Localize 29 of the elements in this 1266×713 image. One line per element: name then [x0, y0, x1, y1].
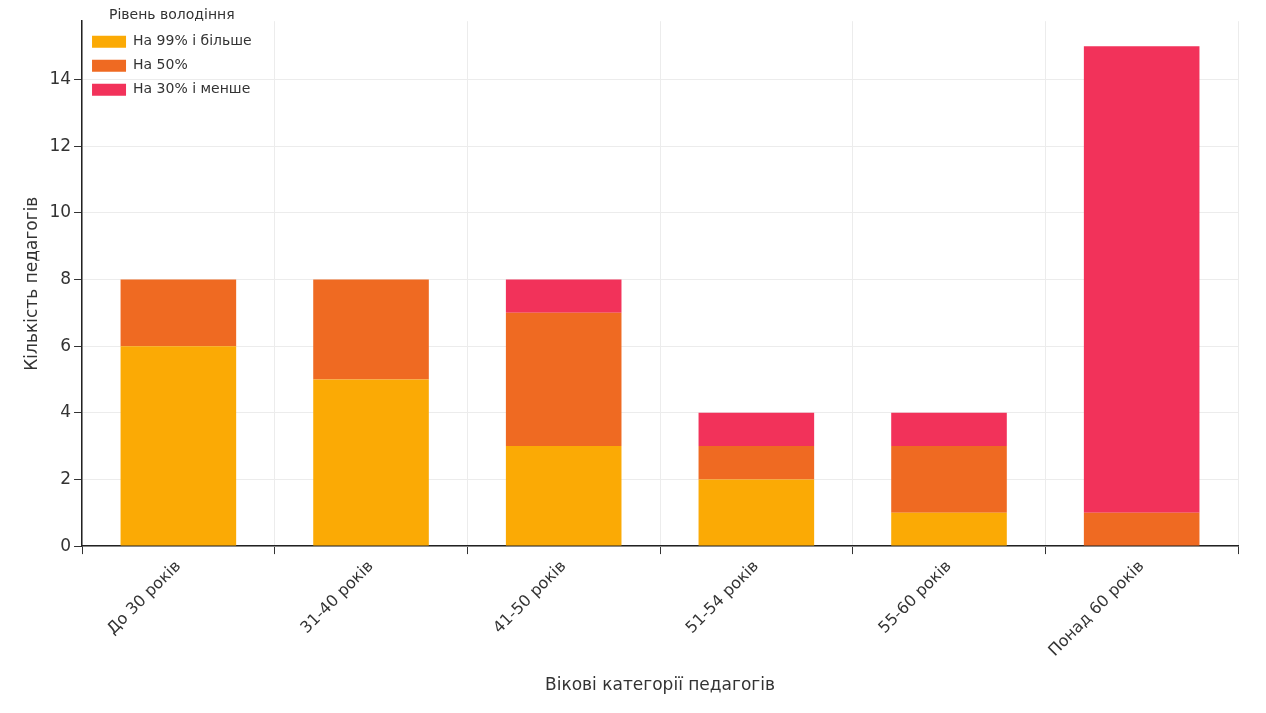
- bar: [1083, 512, 1200, 546]
- bar: [891, 512, 1007, 546]
- legend-label: На 99% і більше: [133, 32, 252, 49]
- bar: [313, 379, 429, 546]
- y-tick-label: 12: [49, 134, 72, 155]
- y-tick-label: 8: [60, 267, 72, 288]
- legend-label: На 30% і менше: [133, 80, 251, 97]
- y-axis-title: Кількість педагогів: [20, 196, 41, 371]
- y-tick-label: 0: [60, 534, 72, 555]
- bar: [698, 412, 815, 447]
- bar: [1083, 46, 1200, 513]
- bar: [505, 279, 622, 313]
- bar: [698, 446, 815, 480]
- bar: [891, 412, 1007, 447]
- y-tick-label: 6: [60, 334, 72, 355]
- bar: [120, 279, 237, 347]
- bar: [505, 312, 622, 447]
- bar: [505, 446, 622, 546]
- y-tick-label: 4: [60, 401, 72, 422]
- y-tick-label: 2: [60, 467, 72, 488]
- x-axis-title: Вікові категорії педагогів: [545, 674, 776, 695]
- bar: [698, 479, 815, 546]
- bar: [313, 279, 429, 380]
- bar: [120, 346, 237, 546]
- y-tick-label: 10: [49, 201, 72, 222]
- bar: [891, 446, 1007, 513]
- y-tick-label: 14: [49, 67, 72, 88]
- legend-title: Рівень володіння: [108, 5, 235, 22]
- legend-label: На 50%: [133, 56, 188, 73]
